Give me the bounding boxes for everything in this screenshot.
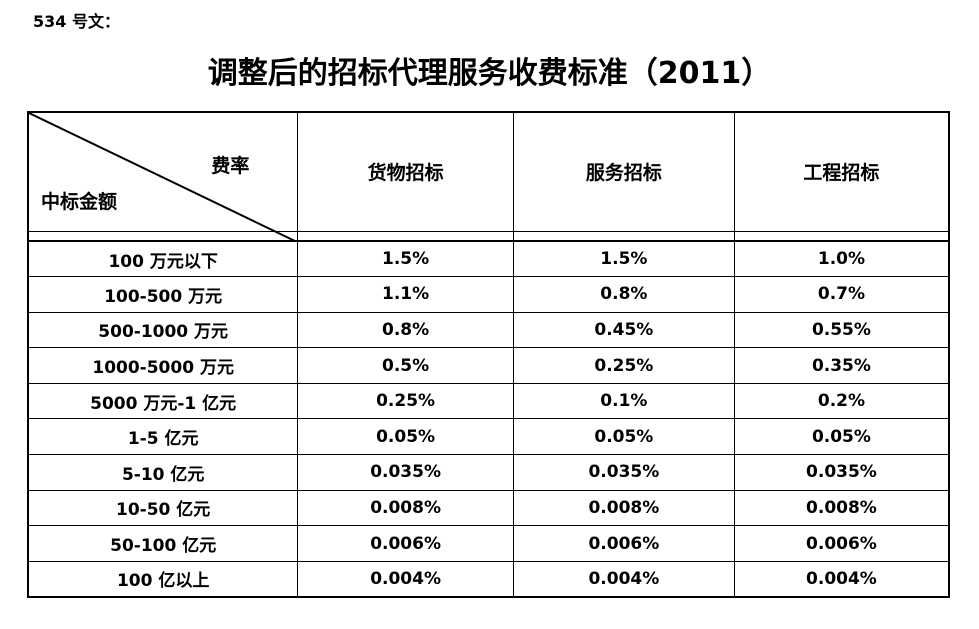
table-row: 500-1000 万元 0.8% 0.45% 0.55% bbox=[27, 311, 950, 349]
cell-engineering-rate: 0.55% bbox=[733, 311, 950, 349]
cell-goods-rate: 0.004% bbox=[297, 560, 514, 598]
spacer-cell bbox=[733, 230, 950, 242]
cell-engineering-rate: 0.004% bbox=[733, 560, 950, 598]
cell-engineering-rate: 0.006% bbox=[733, 525, 950, 562]
cell-engineering-rate: 0.35% bbox=[733, 347, 950, 384]
page-title: 调整后的招标代理服务收费标准（2011） bbox=[207, 56, 772, 91]
cell-service-rate: 0.008% bbox=[512, 489, 735, 527]
table-row: 5000 万元-1 亿元 0.25% 0.1% 0.2% bbox=[27, 382, 950, 420]
cell-amount: 1-5 亿元 bbox=[27, 418, 299, 456]
cell-amount: 100 万元以下 bbox=[27, 240, 299, 278]
spacer-row bbox=[27, 230, 950, 242]
corner-label-amount: 中标金额 bbox=[41, 191, 118, 213]
cell-goods-rate: 0.035% bbox=[297, 454, 514, 491]
cell-service-rate: 0.006% bbox=[512, 525, 735, 562]
cell-service-rate: 0.05% bbox=[512, 418, 735, 456]
cell-service-rate: 0.1% bbox=[512, 382, 735, 420]
cell-engineering-rate: 0.008% bbox=[733, 489, 950, 527]
column-header-goods: 货物招标 bbox=[297, 111, 514, 232]
cell-engineering-rate: 1.0% bbox=[733, 240, 950, 278]
doc-number: 534 号文： bbox=[33, 12, 120, 31]
column-header-service: 服务招标 bbox=[512, 111, 735, 232]
cell-amount: 5-10 亿元 bbox=[27, 454, 299, 491]
cell-service-rate: 0.004% bbox=[512, 560, 735, 598]
table-row: 10-50 亿元 0.008% 0.008% 0.008% bbox=[27, 489, 950, 527]
table-row: 50-100 亿元 0.006% 0.006% 0.006% bbox=[27, 525, 950, 562]
table-row: 100 亿以上 0.004% 0.004% 0.004% bbox=[27, 560, 950, 598]
cell-amount: 1000-5000 万元 bbox=[27, 347, 299, 384]
corner-cell: 费率 中标金额 bbox=[27, 111, 299, 232]
cell-service-rate: 0.035% bbox=[512, 454, 735, 491]
cell-engineering-rate: 0.7% bbox=[733, 276, 950, 313]
spacer-cell bbox=[512, 230, 735, 242]
cell-service-rate: 0.8% bbox=[512, 276, 735, 313]
column-header-engineering: 工程招标 bbox=[733, 111, 950, 232]
cell-service-rate: 0.45% bbox=[512, 311, 735, 349]
cell-service-rate: 0.25% bbox=[512, 347, 735, 384]
cell-goods-rate: 0.008% bbox=[297, 489, 514, 527]
cell-goods-rate: 1.5% bbox=[297, 240, 514, 278]
cell-engineering-rate: 0.05% bbox=[733, 418, 950, 456]
cell-goods-rate: 0.006% bbox=[297, 525, 514, 562]
cell-service-rate: 1.5% bbox=[512, 240, 735, 278]
cell-engineering-rate: 0.2% bbox=[733, 382, 950, 420]
cell-amount: 50-100 亿元 bbox=[27, 525, 299, 562]
table-row: 5-10 亿元 0.035% 0.035% 0.035% bbox=[27, 454, 950, 491]
cell-amount: 100 亿以上 bbox=[27, 560, 299, 598]
cell-goods-rate: 0.25% bbox=[297, 382, 514, 420]
cell-goods-rate: 0.05% bbox=[297, 418, 514, 456]
corner-label-rate: 费率 bbox=[211, 155, 250, 177]
table-row: 100-500 万元 1.1% 0.8% 0.7% bbox=[27, 276, 950, 313]
cell-amount: 100-500 万元 bbox=[27, 276, 299, 313]
cell-goods-rate: 0.5% bbox=[297, 347, 514, 384]
table-row: 1-5 亿元 0.05% 0.05% 0.05% bbox=[27, 418, 950, 456]
cell-goods-rate: 1.1% bbox=[297, 276, 514, 313]
cell-amount: 500-1000 万元 bbox=[27, 311, 299, 349]
cell-amount: 10-50 亿元 bbox=[27, 489, 299, 527]
table-row: 1000-5000 万元 0.5% 0.25% 0.35% bbox=[27, 347, 950, 384]
cell-goods-rate: 0.8% bbox=[297, 311, 514, 349]
fee-rate-table: 费率 中标金额 货物招标 服务招标 工程招标 100 万元以下 1 bbox=[27, 111, 950, 598]
spacer-cell bbox=[297, 230, 514, 242]
spacer-cell bbox=[27, 230, 299, 242]
cell-amount: 5000 万元-1 亿元 bbox=[27, 382, 299, 420]
table-row: 100 万元以下 1.5% 1.5% 1.0% bbox=[27, 240, 950, 278]
table-header-row: 费率 中标金额 货物招标 服务招标 工程招标 bbox=[27, 111, 950, 232]
fee-table: 费率 中标金额 货物招标 服务招标 工程招标 100 万元以下 1 bbox=[27, 111, 950, 598]
cell-engineering-rate: 0.035% bbox=[733, 454, 950, 491]
